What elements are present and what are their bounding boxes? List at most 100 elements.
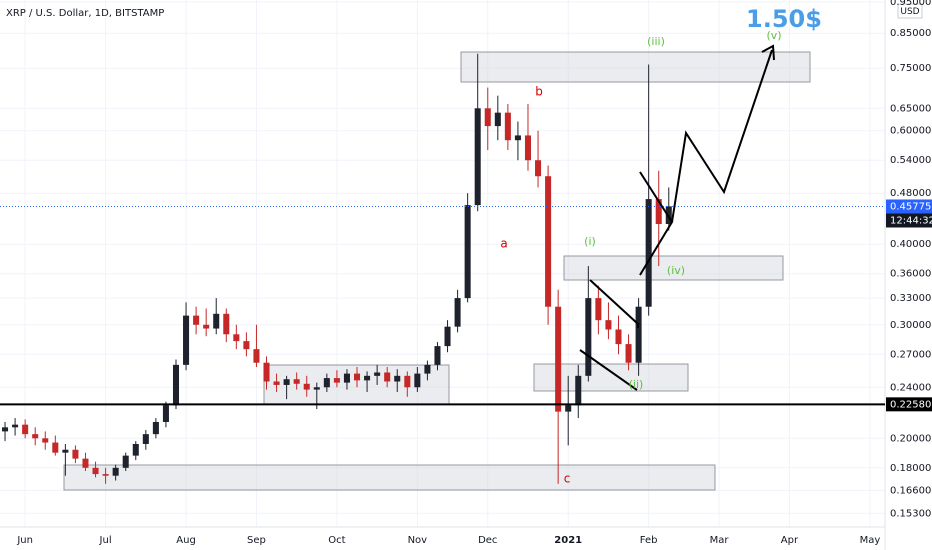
candle-body bbox=[92, 467, 99, 475]
candle-body bbox=[32, 434, 39, 439]
y-tick-label: 0.95000 bbox=[890, 0, 931, 8]
y-tick-label: 0.24000 bbox=[890, 382, 931, 393]
zone bbox=[563, 255, 784, 281]
y-tick-label: 0.75000 bbox=[890, 63, 931, 74]
candle-body bbox=[645, 199, 652, 307]
x-tick-label: May bbox=[860, 535, 881, 546]
candle-body bbox=[2, 427, 9, 432]
candle-body bbox=[122, 455, 129, 468]
candle-body bbox=[585, 298, 592, 376]
candle-body bbox=[62, 449, 69, 453]
candle-body bbox=[283, 379, 290, 385]
candle-body bbox=[605, 320, 612, 330]
candle-body bbox=[484, 108, 491, 127]
y-tick-label: 0.20000 bbox=[890, 433, 931, 444]
candle-body bbox=[253, 349, 260, 363]
x-tick-label: Feb bbox=[640, 535, 658, 546]
candle-body bbox=[494, 112, 501, 127]
annotation: b bbox=[535, 85, 543, 99]
candle-body bbox=[615, 329, 622, 345]
candle-body bbox=[414, 373, 421, 388]
candle-body bbox=[233, 334, 240, 342]
y-tick-label: 0.27000 bbox=[890, 349, 931, 360]
candle-body bbox=[514, 135, 521, 141]
x-tick-label: Mar bbox=[710, 535, 730, 546]
y-tick-label: 0.40000 bbox=[890, 239, 931, 250]
countdown: 12:44:32 bbox=[890, 215, 932, 226]
candle-body bbox=[444, 326, 451, 347]
arrow-head bbox=[761, 44, 775, 61]
y-tick-label: 0.60000 bbox=[890, 126, 931, 137]
x-tick-label: Jul bbox=[99, 535, 112, 546]
candle-body bbox=[545, 176, 552, 307]
price-label: 0.22580 bbox=[890, 399, 931, 410]
zone bbox=[63, 464, 716, 491]
chart-title: XRP / U.S. Dollar, 1D, BITSTAMP bbox=[6, 8, 164, 19]
y-tick-label: 0.48000 bbox=[890, 188, 931, 199]
y-tick-label: 0.33000 bbox=[890, 293, 931, 304]
candle-body bbox=[142, 434, 149, 444]
x-tick-label: 2021 bbox=[554, 535, 582, 546]
currency: USD bbox=[900, 7, 919, 17]
y-tick-label: 0.15300 bbox=[890, 508, 931, 519]
candle-body bbox=[333, 378, 340, 383]
x-tick-label: Oct bbox=[328, 535, 345, 546]
candle-body bbox=[524, 135, 531, 161]
drawings bbox=[579, 44, 775, 391]
candle-body bbox=[22, 424, 29, 435]
y-tick-label: 0.85000 bbox=[890, 28, 931, 39]
candle-body bbox=[102, 474, 109, 476]
candle-body bbox=[404, 375, 411, 388]
candle-body bbox=[535, 160, 542, 177]
candle-body bbox=[655, 199, 662, 224]
candle-body bbox=[424, 364, 431, 374]
annotation: 1.50$ bbox=[746, 5, 822, 33]
candle-body bbox=[504, 112, 511, 141]
currency-box bbox=[897, 3, 923, 19]
candle-body bbox=[72, 449, 79, 459]
zone bbox=[263, 364, 450, 405]
grid bbox=[0, 0, 885, 527]
candle-body bbox=[394, 375, 401, 382]
candle-body bbox=[303, 383, 310, 390]
candle-body bbox=[203, 324, 210, 329]
y-tick-label: 0.36000 bbox=[890, 269, 931, 280]
candle-body bbox=[162, 405, 169, 422]
annotation: (i) bbox=[584, 235, 596, 248]
candle-body bbox=[223, 313, 230, 335]
annotation: (iii) bbox=[647, 35, 665, 48]
candle-body bbox=[293, 379, 300, 384]
candle-body bbox=[112, 467, 119, 476]
annotation: a bbox=[500, 237, 507, 251]
candle-body bbox=[52, 442, 59, 453]
annotation: (ii) bbox=[629, 378, 644, 391]
candle-body bbox=[263, 362, 270, 382]
candle-body bbox=[625, 344, 632, 363]
y-tick-label: 0.16600 bbox=[890, 485, 931, 496]
y-tick-label: 0.54000 bbox=[890, 155, 931, 166]
price-label-box bbox=[886, 397, 932, 412]
candle-body bbox=[313, 387, 320, 390]
candle-body bbox=[213, 313, 220, 329]
candle-body bbox=[273, 381, 280, 385]
candle-body bbox=[384, 372, 391, 382]
candles bbox=[2, 53, 672, 484]
x-tick-label: Dec bbox=[478, 535, 497, 546]
candle-body bbox=[434, 346, 441, 365]
candle-body bbox=[364, 375, 371, 381]
candle-body bbox=[474, 108, 481, 206]
annotation: (iv) bbox=[667, 264, 685, 277]
candle-body bbox=[635, 306, 642, 363]
candle-body bbox=[354, 373, 361, 381]
candle-body bbox=[243, 341, 250, 350]
y-tick-label: 0.65000 bbox=[890, 103, 931, 114]
candle-body bbox=[343, 373, 350, 383]
projection bbox=[671, 49, 773, 223]
overlay: 0.22580 0.45775 12:44:32 bbox=[0, 199, 932, 412]
y-tick-label: 0.18000 bbox=[890, 463, 931, 474]
candle-body bbox=[82, 458, 89, 468]
candle-body bbox=[374, 372, 381, 376]
price-label: 0.45775 bbox=[890, 201, 931, 212]
x-tick-label: Aug bbox=[176, 535, 196, 546]
candle-body bbox=[575, 375, 582, 406]
